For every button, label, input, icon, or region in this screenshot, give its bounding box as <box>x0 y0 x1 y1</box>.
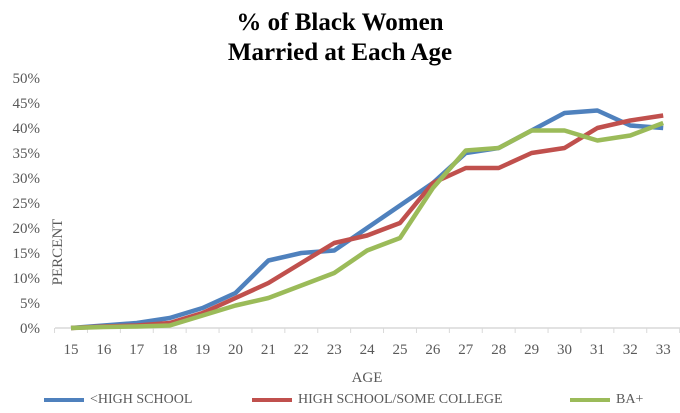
y-tick-label: 45% <box>13 96 41 112</box>
series-line-2 <box>70 120 664 331</box>
legend-swatch <box>570 398 610 402</box>
x-tick-label: 15 <box>64 342 79 358</box>
x-tick-label: 32 <box>623 342 638 358</box>
y-tick-label: 15% <box>13 246 41 262</box>
legend-label: HIGH SCHOOL/SOME COLLEGE <box>298 392 503 407</box>
x-tick-label: 24 <box>360 342 376 358</box>
x-tick-label: 29 <box>524 342 539 358</box>
legend: <HIGH SCHOOL HIGH SCHOOL/SOME COLLEGE BA… <box>0 392 680 412</box>
series-line-0 <box>70 108 664 331</box>
chart-title-line-2: Married at Each Age <box>227 39 453 66</box>
x-tick-label: 20 <box>228 342 243 358</box>
x-tick-label: 30 <box>557 342 572 358</box>
x-axis-label: AGE <box>352 370 383 386</box>
x-tick-label: 21 <box>261 342 276 358</box>
y-tick-label: 30% <box>13 171 41 187</box>
x-tick-label: 18 <box>162 342 177 358</box>
y-axis-label: PERCENT <box>50 219 66 286</box>
y-tick-label: 25% <box>13 196 41 212</box>
legend-item-ba-plus: BA+ <box>570 392 643 408</box>
legend-item-less-than-high-school: <HIGH SCHOOL <box>44 392 192 408</box>
legend-swatch <box>44 398 84 402</box>
x-tick-label: 26 <box>425 342 441 358</box>
y-tick-label: 40% <box>13 121 41 137</box>
y-tick-label: 5% <box>20 296 40 312</box>
x-tick-label: 23 <box>327 342 342 358</box>
legend-swatch <box>252 398 292 402</box>
legend-item-high-school-some-college: HIGH SCHOOL/SOME COLLEGE <box>252 392 503 408</box>
chart-title-line-1: % of Black Women <box>236 9 444 36</box>
y-tick-label: 0% <box>20 321 40 337</box>
x-tick-label: 16 <box>96 342 112 358</box>
x-tick-label: 19 <box>195 342 210 358</box>
chart-title: % of Black Women Married at Each Age <box>0 8 680 68</box>
y-tick-label: 10% <box>13 271 41 287</box>
legend-label: <HIGH SCHOOL <box>90 392 193 407</box>
series-line-1 <box>70 113 664 331</box>
x-tick-label: 22 <box>294 342 309 358</box>
y-tick-label: 20% <box>13 221 41 237</box>
x-tick-label: 31 <box>590 342 605 358</box>
x-tick-label: 17 <box>129 342 145 358</box>
x-tick-label: 33 <box>656 342 671 358</box>
x-tick-label: 28 <box>491 342 506 358</box>
x-tick-label: 27 <box>458 342 474 358</box>
legend-label: BA+ <box>616 392 644 407</box>
x-tick-label: 25 <box>393 342 408 358</box>
y-tick-label: 50% <box>13 71 41 87</box>
y-tick-label: 35% <box>13 146 41 162</box>
